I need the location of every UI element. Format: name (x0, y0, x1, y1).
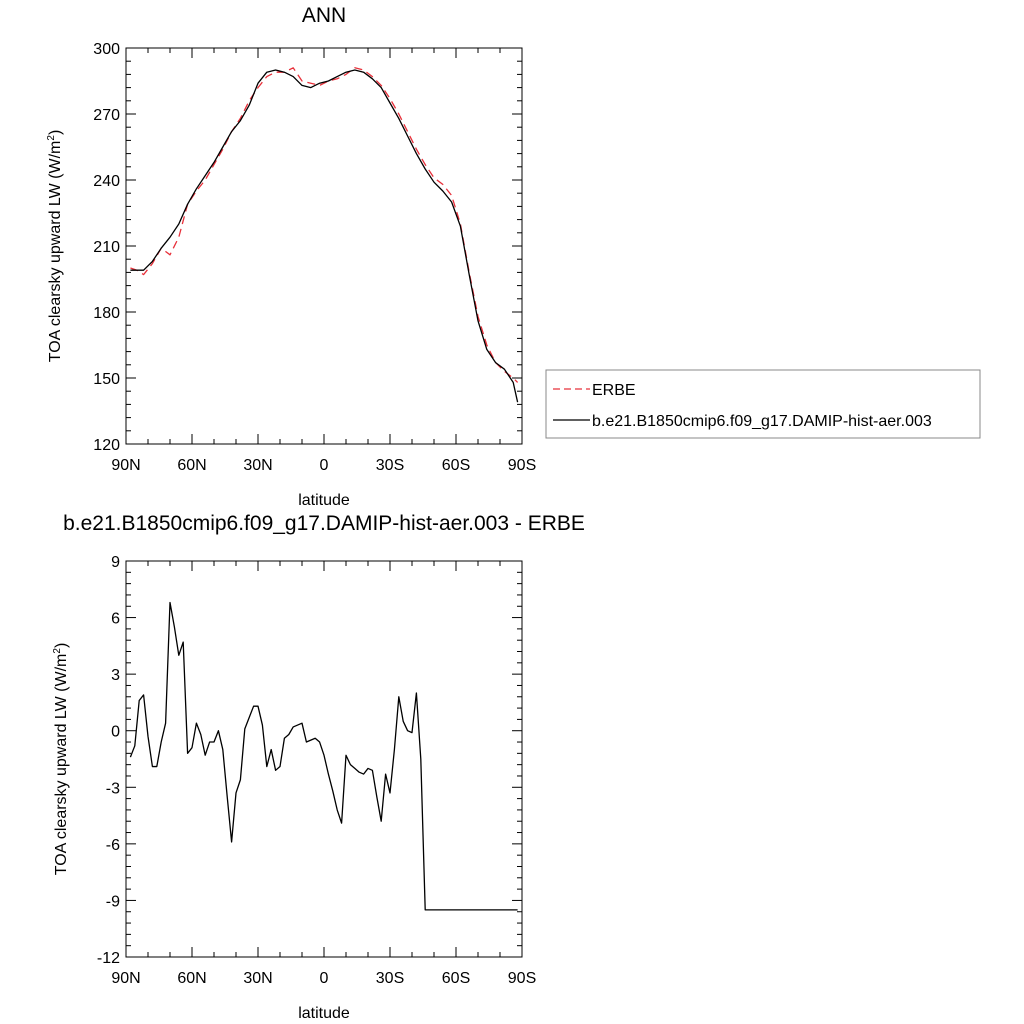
legend-label-erbe: ERBE (592, 382, 636, 399)
bottom-y-tick-label: -3 (106, 780, 120, 797)
bottom-y-tick-label: 9 (111, 554, 120, 571)
bottom-y-tick-label: 0 (111, 724, 120, 741)
top-x-tick-label: 60S (442, 457, 470, 474)
top-y-tick-label: 150 (93, 371, 120, 388)
bottom-y-axis-label-close: ) (53, 643, 70, 648)
top-x-tick-label: 60N (177, 457, 206, 474)
top-x-axis-label: latitude (298, 492, 350, 509)
bottom-x-tick-label: 90N (111, 970, 140, 987)
legend-box (545, 369, 981, 439)
bottom-y-tick-label: 3 (111, 667, 120, 684)
bottom-x-tick-label: 0 (320, 970, 329, 987)
bottom-y-tick-label: -12 (97, 950, 120, 967)
top-y-axis-label-main: TOA clearsky upward LW (W/m (47, 141, 64, 363)
top-y-tick-label: 240 (93, 173, 120, 190)
bottom-y-axis-label: TOA clearsky upward LW (W/m2) (52, 643, 70, 876)
bottom-x-tick-label: 30N (243, 970, 272, 987)
top-x-tick-label: 90N (111, 457, 140, 474)
bottom-plot-area (129, 601, 518, 911)
top-y-tick-label: 270 (93, 107, 120, 124)
bottom-x-tick-label: 90S (508, 970, 536, 987)
bottom-y-tick-label: 6 (111, 611, 120, 628)
top-chart-title: ANN (302, 4, 346, 27)
top-x-tick-label: 90S (508, 457, 536, 474)
top-y-tick-label: 180 (93, 305, 120, 322)
bottom-chart-title: b.e21.B1850cmip6.f09_g17.DAMIP-hist-aer.… (63, 512, 585, 535)
bottom-x-axis-label: latitude (298, 1005, 350, 1022)
bottom-series-line-0 (129, 601, 518, 911)
bottom-y-tick-label: -6 (106, 837, 120, 854)
top-y-tick-label: 300 (93, 41, 120, 58)
bottom-y-axis-label-main: TOA clearsky upward LW (W/m (53, 654, 70, 876)
top-y-tick-label: 210 (93, 239, 120, 256)
top-ticks: 90N 60N 30N 0 30S 60S 90S 120 150 180 210 240 270 300 (93, 41, 536, 474)
top-y-axis-label-close: ) (47, 130, 64, 135)
bottom-y-tick-label: -9 (106, 893, 120, 910)
chart-bottom: b.e21.B1850cmip6.f09_g17.DAMIP-hist-aer.… (52, 512, 585, 1022)
legend-label-model: b.e21.B1850cmip6.f09_g17.DAMIP-hist-aer.… (592, 413, 932, 430)
bottom-ticks: 90N 60N 30N 0 30S 60S 90S -12 -9 -6 -3 0 3 6 9 (97, 554, 536, 987)
top-y-tick-label: 120 (93, 437, 120, 454)
top-series-line-1 (130, 69, 519, 403)
bottom-y-axis-label-sup: 2 (52, 648, 63, 654)
bottom-x-tick-label: 30S (376, 970, 404, 987)
bottom-x-tick-label: 60N (177, 970, 206, 987)
chart-top: ANN 90N 60N 30N 0 30S 60S 90S 120 150 180 210 240 27… (46, 4, 981, 509)
top-x-tick-label: 0 (320, 457, 329, 474)
bottom-x-tick-label: 60S (442, 970, 470, 987)
legend: ERBE b.e21.B1850cmip6.f09_g17.DAMIP-hist… (545, 369, 981, 439)
top-y-axis-label-sup: 2 (46, 135, 57, 141)
top-y-axis-label: TOA clearsky upward LW (W/m2) (46, 130, 64, 363)
top-x-tick-label: 30S (376, 457, 404, 474)
top-x-tick-label: 30N (243, 457, 272, 474)
top-plot-area (130, 67, 519, 403)
